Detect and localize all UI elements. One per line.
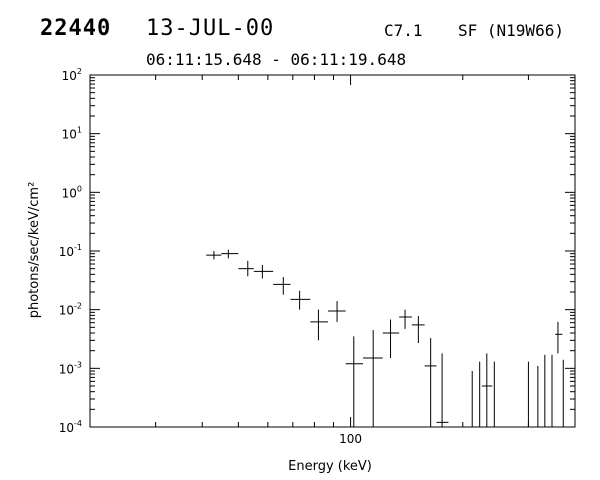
- x-tick-label: 100: [339, 432, 362, 446]
- data-point: [399, 309, 412, 329]
- data-point: [363, 330, 383, 427]
- data-point: [290, 290, 311, 310]
- goes-class: C7.1: [384, 21, 423, 40]
- axes: 10-4 10-3 10-2 10-1 100 101 102 100: [59, 67, 576, 446]
- flare-location: SF (N19W66): [458, 21, 564, 40]
- data-point: [436, 353, 449, 427]
- data-point: [221, 249, 239, 259]
- x-axis-label: Energy (keV): [288, 459, 372, 474]
- data-point: [481, 353, 493, 427]
- time-range: 06:11:15.648 - 06:11:19.648: [146, 50, 407, 69]
- y-tick-label: 10-1: [59, 243, 82, 259]
- data-point: [238, 260, 254, 277]
- y-tick-label: 100: [62, 184, 82, 200]
- y-tick-label: 10-2: [59, 302, 82, 318]
- data-point: [345, 336, 364, 427]
- y-tick-label: 102: [62, 67, 82, 83]
- data-point: [310, 309, 329, 341]
- data-point: [424, 337, 437, 427]
- y-tick-label: 101: [62, 126, 82, 142]
- y-tick-label: 10-4: [59, 419, 82, 435]
- plot-frame: [89, 74, 576, 428]
- data-points: [206, 249, 564, 427]
- data-point: [382, 319, 400, 359]
- data-point: [206, 251, 222, 260]
- event-date: 13-JUL-00: [146, 16, 275, 41]
- data-point: [328, 301, 346, 322]
- y-tick-label: 10-3: [59, 360, 82, 376]
- data-point: [273, 277, 291, 295]
- y-axis-label: photons/sec/keV/cm²: [27, 182, 42, 319]
- event-id: 22440: [40, 16, 112, 41]
- data-point: [253, 264, 274, 279]
- data-point: [411, 315, 425, 344]
- data-point: [555, 321, 563, 354]
